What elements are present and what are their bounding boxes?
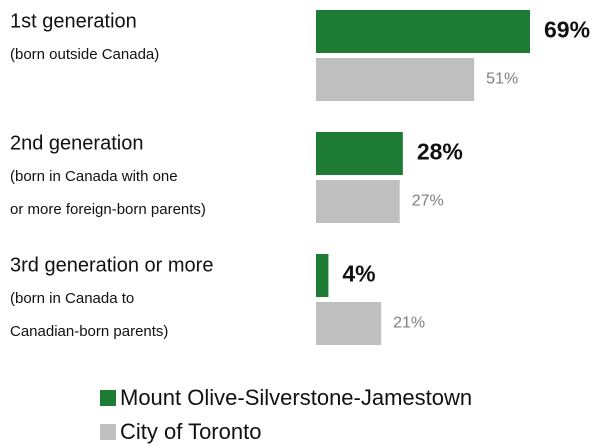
value-label: 69% bbox=[544, 17, 590, 43]
category-note: or more foreign-born parents) bbox=[10, 201, 206, 218]
value-label: 4% bbox=[342, 261, 375, 287]
bar bbox=[316, 180, 400, 223]
bar bbox=[316, 302, 382, 345]
value-label: 28% bbox=[417, 139, 463, 165]
value-label: 51% bbox=[486, 71, 518, 88]
bar bbox=[316, 254, 329, 297]
value-label: 21% bbox=[393, 315, 425, 332]
category-label: 1st generation bbox=[10, 10, 137, 32]
value-label: 27% bbox=[412, 193, 444, 210]
legend-label: Mount Olive-Silverstone-Jamestown bbox=[120, 385, 472, 410]
category-label: 2nd generation bbox=[10, 132, 143, 154]
legend-label: City of Toronto bbox=[120, 419, 261, 444]
category-note: Canadian-born parents) bbox=[10, 323, 168, 340]
bar bbox=[316, 10, 530, 53]
category-note: (born in Canada with one bbox=[10, 168, 178, 185]
bar bbox=[316, 58, 475, 101]
category-label: 3rd generation or more bbox=[10, 254, 213, 276]
bar bbox=[316, 132, 403, 175]
category-note: (born outside Canada) bbox=[10, 46, 159, 63]
legend-swatch bbox=[100, 424, 116, 440]
category-note: (born in Canada to bbox=[10, 290, 134, 307]
legend-swatch bbox=[100, 390, 116, 406]
